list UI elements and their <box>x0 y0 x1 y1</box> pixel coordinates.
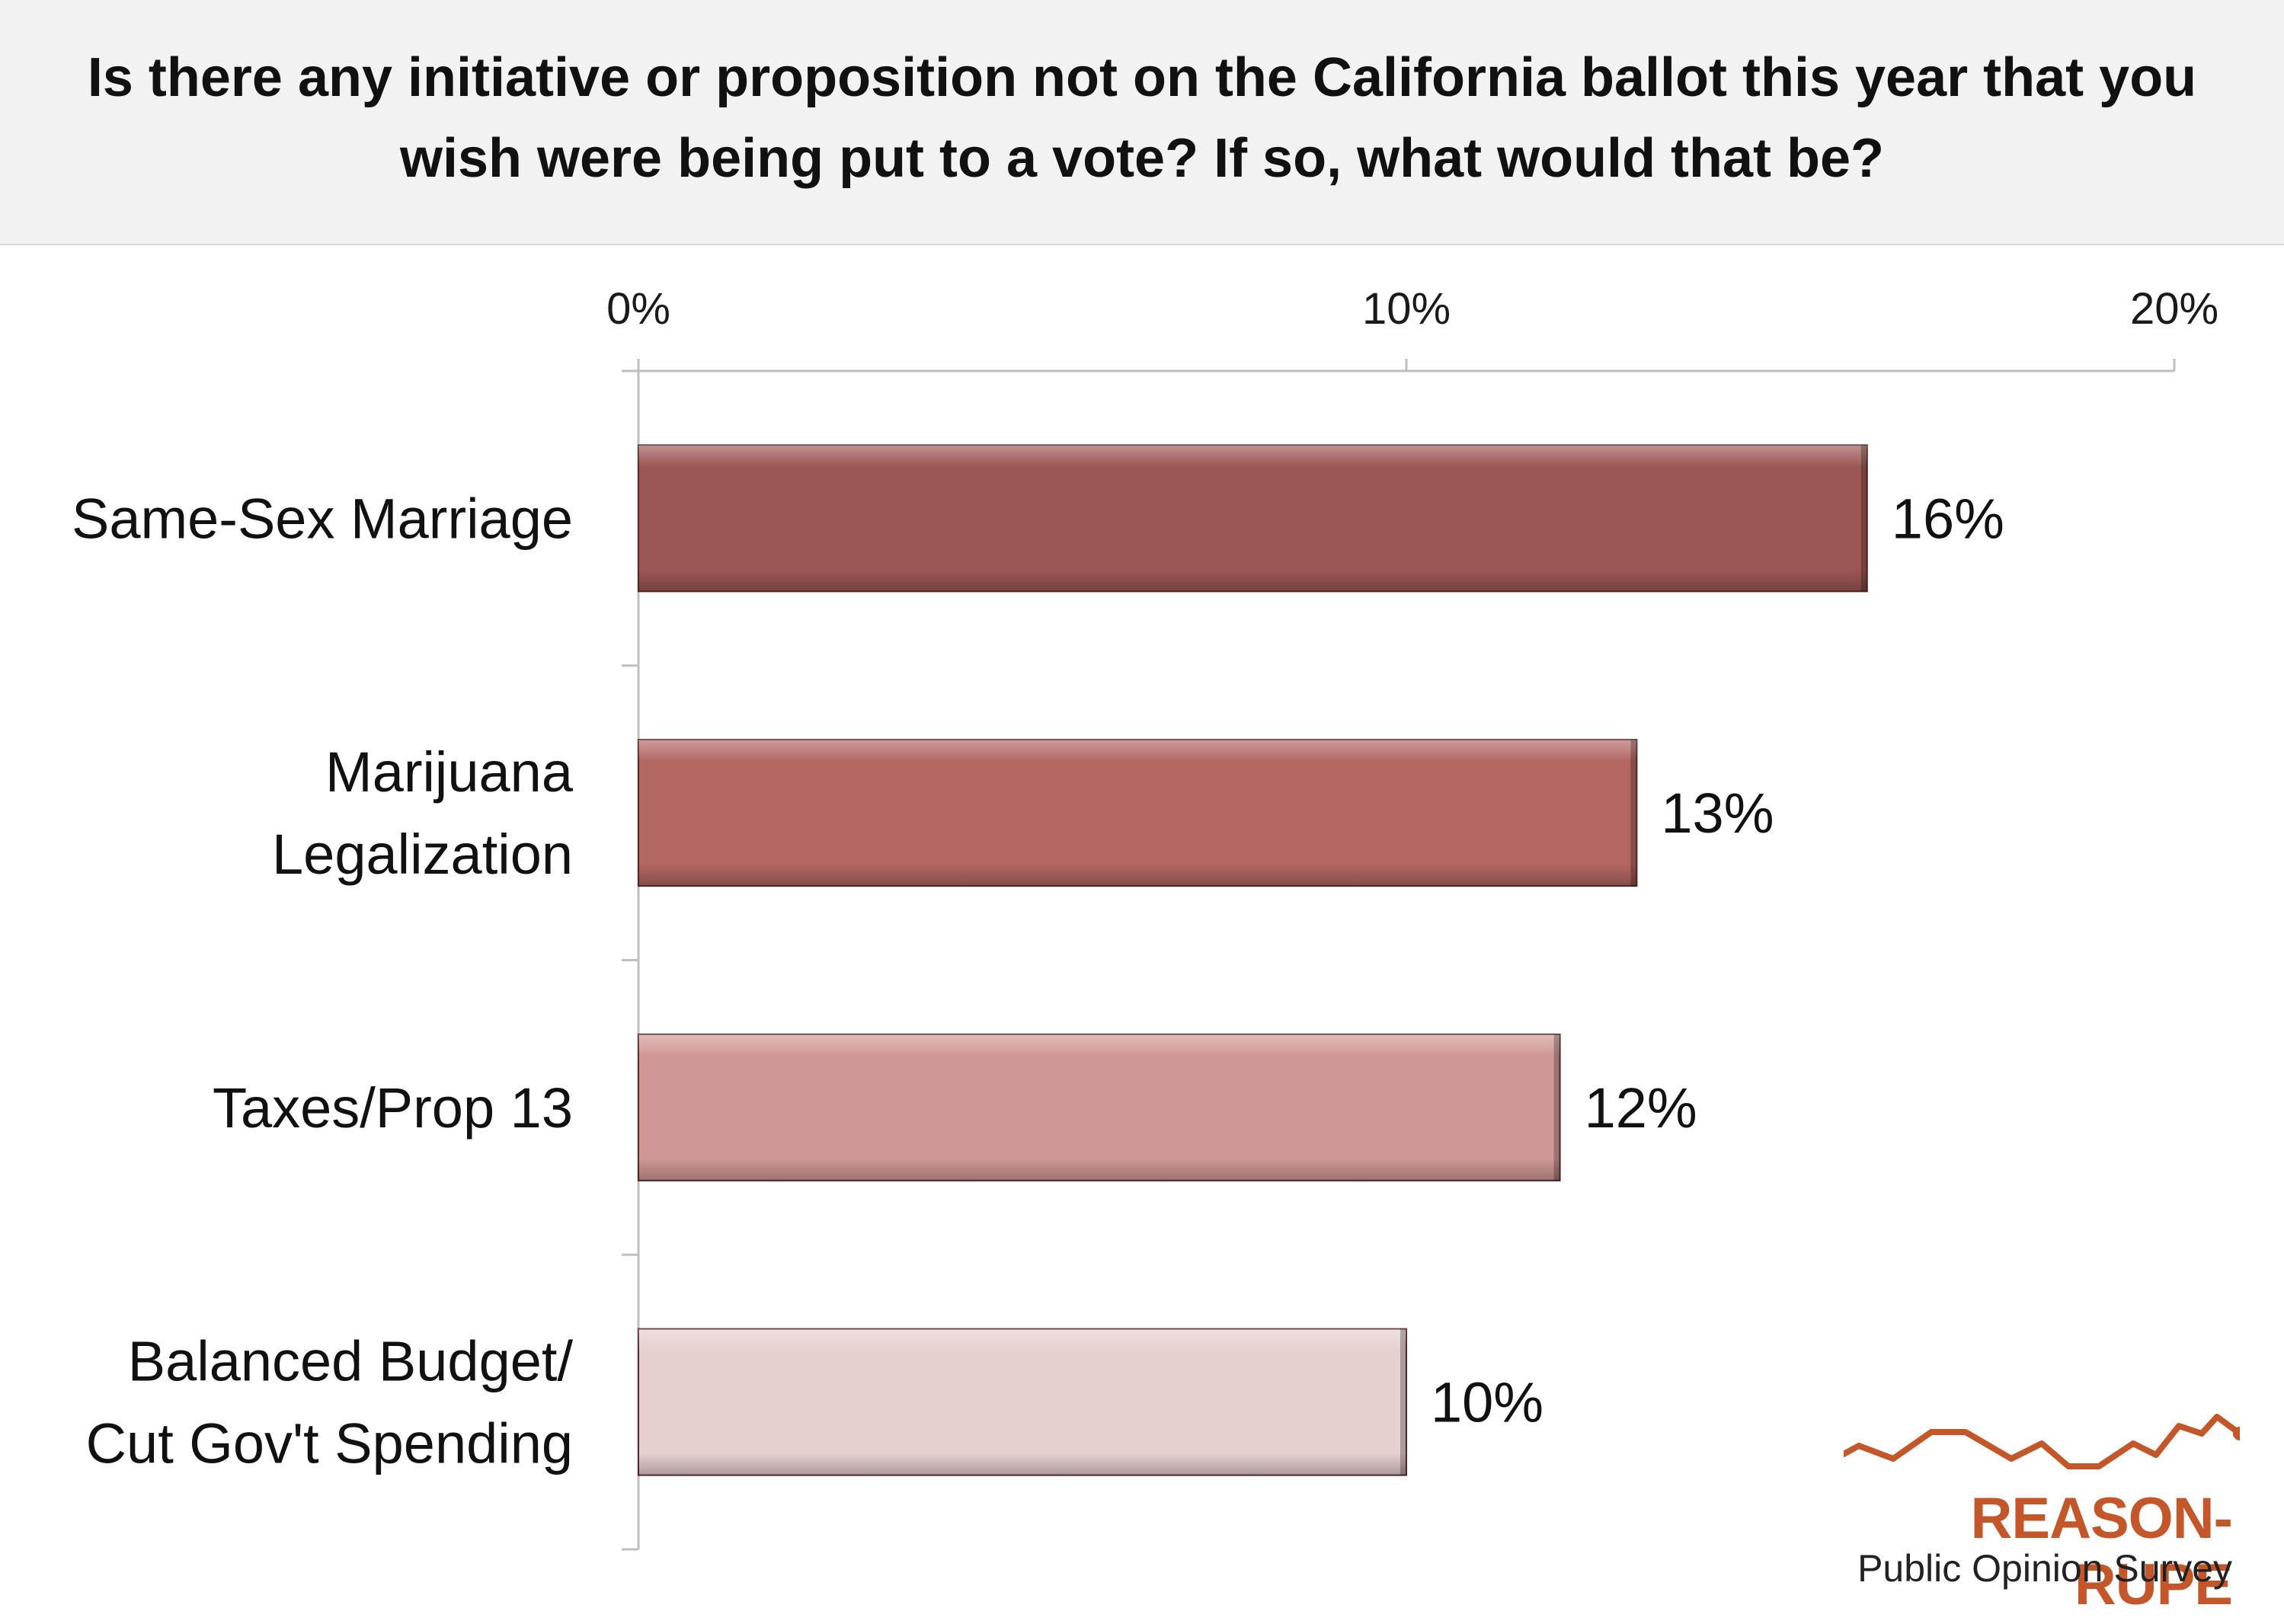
bar-group <box>638 739 1638 887</box>
category-label: Same-Sex Marriage <box>72 487 573 550</box>
bar-bevel <box>638 1328 1406 1475</box>
bar-group <box>638 1033 1561 1181</box>
bar-group <box>638 444 1868 593</box>
category-label: Balanced Budget/Cut Gov't Spending <box>86 1330 574 1475</box>
title-banner: Is there any initiative or proposition n… <box>0 0 2284 245</box>
bar-bevel <box>638 740 1637 887</box>
mountain-line-icon <box>1814 1414 2247 1472</box>
reason-rupe-logo: REASON-RUPE Public Opinion Survey <box>1814 1386 2247 1617</box>
value-label: 13% <box>1661 782 1774 845</box>
category-label: Marijuana Legalization <box>272 740 574 886</box>
value-label: 12% <box>1585 1076 1697 1140</box>
chart-title: Is there any initiative or proposition n… <box>87 47 2197 189</box>
x-tick-label: 10% <box>1362 284 1451 334</box>
value-label: 16% <box>1892 487 2004 550</box>
value-label: 10% <box>1431 1371 1543 1434</box>
bar-edge <box>1400 1328 1406 1475</box>
x-tick-label: 20% <box>2130 284 2218 334</box>
bar-edge <box>1553 1034 1560 1181</box>
bar-edge <box>1860 445 1867 592</box>
logo-name: REASON-RUPE <box>1970 1486 2233 1617</box>
bar-chart: 0% 10% 20% 16% Same-Sex Marriage 13% Marijuan… <box>72 284 2218 1551</box>
bar-edge <box>1630 740 1637 887</box>
bar-group <box>638 1328 1407 1476</box>
bar-bevel <box>638 445 1867 592</box>
logo-subtitle: Public Opinion Survey <box>1857 1547 2232 1590</box>
bar-bevel <box>638 1034 1560 1181</box>
x-tick-label: 0% <box>606 284 670 334</box>
category-label: Taxes/Prop 13 <box>213 1076 573 1140</box>
